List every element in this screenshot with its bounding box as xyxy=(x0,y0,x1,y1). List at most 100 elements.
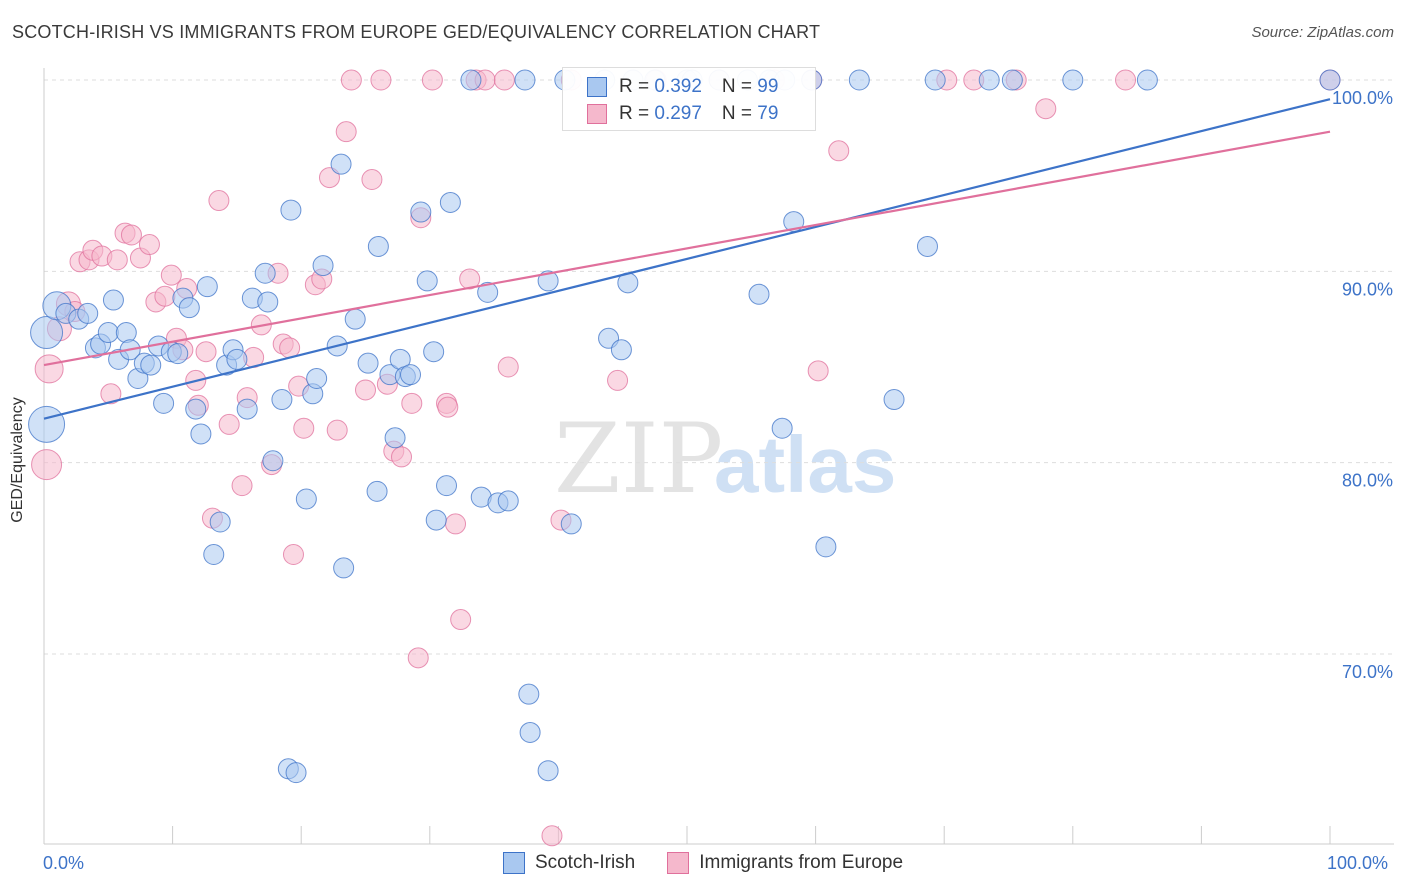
data-point xyxy=(196,276,218,298)
data-point xyxy=(106,249,128,271)
data-point xyxy=(218,413,240,435)
data-point xyxy=(28,405,66,443)
data-point xyxy=(115,322,137,344)
data-point xyxy=(537,270,559,292)
data-point xyxy=(400,364,422,386)
data-point xyxy=(421,69,443,91)
data-point xyxy=(366,480,388,502)
trend-line-immigrants-from-europe xyxy=(43,130,1331,367)
data-point xyxy=(771,417,793,439)
data-point xyxy=(326,419,348,441)
data-point xyxy=(335,121,357,143)
data-point xyxy=(514,69,536,91)
data-point xyxy=(160,264,182,286)
data-point xyxy=(208,190,230,212)
chart-title: SCOTCH-IRISH VS IMMIGRANTS FROM EUROPE G… xyxy=(12,22,821,42)
legend-swatch-pink xyxy=(667,852,690,874)
data-point xyxy=(416,270,438,292)
data-point xyxy=(815,536,837,558)
legend-swatch-pink xyxy=(587,104,607,124)
data-point xyxy=(344,308,366,330)
data-point xyxy=(1319,69,1341,91)
series-scotch-irish xyxy=(28,69,1341,784)
y-tick-label: 90.0% xyxy=(1342,279,1393,299)
data-point xyxy=(280,199,302,221)
data-point xyxy=(312,255,334,277)
data-point xyxy=(423,341,445,363)
data-point xyxy=(226,348,248,370)
legend-n-value: 79 xyxy=(757,103,779,124)
data-point xyxy=(31,449,63,481)
data-point xyxy=(445,513,467,535)
legend-swatch-blue xyxy=(502,852,525,874)
y-tick-label: 100.0% xyxy=(1332,88,1393,108)
data-point xyxy=(120,224,142,246)
data-point xyxy=(848,69,870,91)
data-point xyxy=(153,392,175,414)
data-point xyxy=(367,235,389,257)
data-point xyxy=(450,609,472,631)
data-point xyxy=(178,297,200,319)
y-tick-label: 80.0% xyxy=(1342,471,1393,491)
data-point xyxy=(541,825,563,847)
data-point xyxy=(978,69,1000,91)
data-point xyxy=(97,322,119,344)
data-point xyxy=(1136,69,1158,91)
data-point xyxy=(236,398,258,420)
data-point xyxy=(30,316,64,350)
legend-n-label: N = xyxy=(721,76,758,97)
data-point xyxy=(828,140,850,162)
data-point xyxy=(190,423,212,445)
data-point xyxy=(77,302,99,324)
legend-row-scotch-irish: R = 0.392 N = 99 xyxy=(587,75,779,99)
data-point xyxy=(102,289,124,311)
data-point xyxy=(195,341,217,363)
correlation-legend: R = 0.392 N = 99 R = 0.297 N = 79 xyxy=(562,67,816,131)
y-axis-label: GED/Equivalency xyxy=(9,397,26,523)
legend-item-scotch-irish: Scotch-Irish xyxy=(502,852,636,874)
data-point xyxy=(916,235,938,257)
data-point xyxy=(254,262,276,284)
data-point xyxy=(271,389,293,411)
data-point xyxy=(439,191,461,213)
watermark-zip: ZIP xyxy=(554,403,723,515)
y-tick-labels: 70.0% 80.0% 90.0% 100.0% xyxy=(1332,88,1393,682)
data-point xyxy=(1001,69,1023,91)
data-point xyxy=(384,427,406,449)
data-point xyxy=(459,268,481,290)
legend-r-value: 0.392 xyxy=(654,76,702,97)
legend-label-scotch-irish: Scotch-Irish xyxy=(534,852,636,873)
data-point xyxy=(477,281,499,303)
data-point xyxy=(1035,98,1057,120)
data-point xyxy=(610,339,632,361)
data-point xyxy=(519,721,541,743)
data-point xyxy=(333,557,355,579)
source-label: Source: ZipAtlas.com xyxy=(1251,24,1394,41)
data-point xyxy=(883,389,905,411)
watermark-atlas: atlas xyxy=(714,420,896,509)
data-point xyxy=(282,544,304,566)
data-point xyxy=(138,234,160,256)
data-point xyxy=(209,511,231,533)
data-point xyxy=(924,69,946,91)
data-point xyxy=(425,509,447,531)
data-point xyxy=(100,383,122,405)
legend-n-label: N = xyxy=(721,103,758,124)
data-point xyxy=(140,354,162,376)
data-point xyxy=(460,69,482,91)
legend-n-value: 99 xyxy=(757,76,779,97)
data-point xyxy=(318,167,340,189)
data-point xyxy=(436,475,458,497)
data-point xyxy=(355,379,376,401)
data-point xyxy=(370,69,392,91)
data-point xyxy=(154,285,176,307)
data-point xyxy=(497,490,519,512)
trend-lines xyxy=(43,98,1331,420)
data-point xyxy=(293,417,315,439)
x-tick-label-min: 0.0% xyxy=(43,853,85,873)
data-point xyxy=(357,352,379,374)
legend-r-value: 0.297 xyxy=(654,103,702,124)
data-point xyxy=(401,392,423,414)
data-point xyxy=(607,369,629,391)
